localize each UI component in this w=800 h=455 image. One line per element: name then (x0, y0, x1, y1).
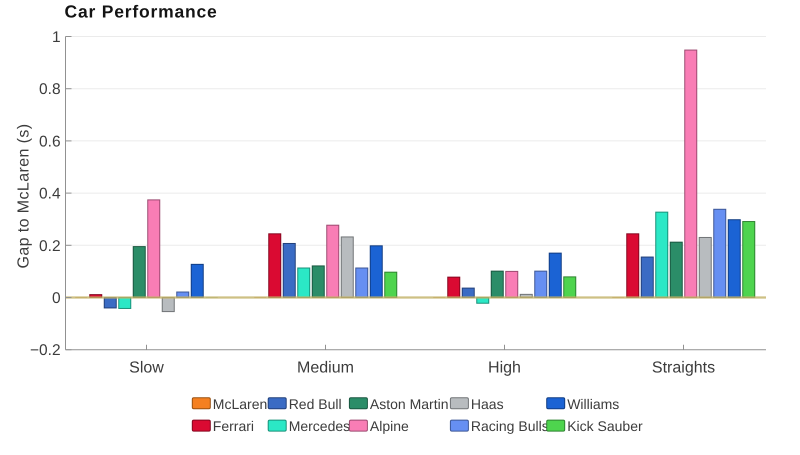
svg-text:Straights: Straights (652, 360, 715, 377)
svg-text:Car Performance: Car Performance (65, 2, 218, 22)
svg-text:Haas: Haas (471, 396, 504, 412)
svg-text:Racing Bulls: Racing Bulls (471, 418, 549, 434)
svg-text:Slow: Slow (129, 360, 164, 377)
svg-text:0.6: 0.6 (39, 133, 61, 150)
svg-text:−0.2: −0.2 (30, 342, 61, 359)
svg-text:0.4: 0.4 (39, 186, 61, 203)
svg-text:Medium: Medium (297, 360, 354, 377)
svg-text:0.8: 0.8 (39, 81, 61, 98)
svg-text:Aston Martin: Aston Martin (370, 396, 449, 412)
svg-text:0: 0 (52, 290, 61, 307)
svg-text:0.2: 0.2 (39, 238, 61, 255)
svg-text:High: High (488, 360, 521, 377)
svg-text:Alpine: Alpine (370, 418, 409, 434)
svg-text:Mercedes: Mercedes (289, 418, 350, 434)
svg-text:Williams: Williams (567, 396, 619, 412)
svg-text:Red Bull: Red Bull (289, 396, 342, 412)
svg-text:Gap to McLaren (s): Gap to McLaren (s) (15, 123, 32, 268)
svg-text:Kick Sauber: Kick Sauber (567, 418, 643, 434)
svg-text:Ferrari: Ferrari (213, 418, 254, 434)
svg-text:1: 1 (52, 29, 61, 46)
svg-text:McLaren: McLaren (213, 396, 267, 412)
